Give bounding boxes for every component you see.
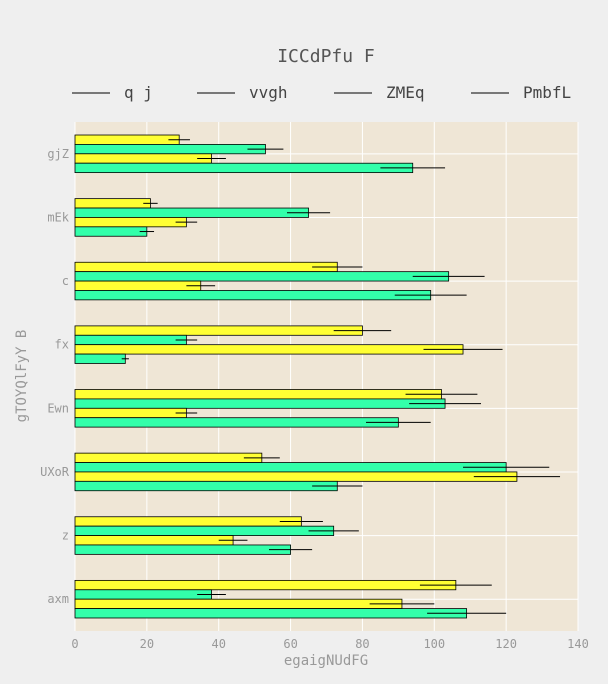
bar (74, 290, 432, 301)
x-axis-label: egaigNUdFG (284, 653, 368, 669)
legend-label: vvgh (249, 83, 288, 102)
legend-label: PmbfL (523, 83, 571, 102)
y-tick-label: z (62, 529, 69, 543)
y-tick-label: mEk (47, 210, 69, 224)
x-axis-ticks: 0 20 40 60 80 100 120 140 (71, 637, 588, 651)
chart-title: ICCdPfu F (277, 46, 375, 67)
bar (74, 261, 338, 273)
bar (74, 353, 126, 364)
y-tick-label: Ewn (47, 401, 69, 415)
bar (74, 280, 202, 291)
bar (74, 325, 363, 336)
legend: q j vvgh ZMEq PmbfL (72, 83, 571, 102)
bars (74, 134, 561, 619)
bar (74, 344, 464, 355)
y-axis-ticks: gjZ mEk c fx Ewn UXoR z axm (40, 147, 70, 606)
bar (74, 589, 212, 600)
legend-label: ZMEq (386, 83, 425, 102)
bar (74, 598, 403, 609)
bar (74, 217, 187, 228)
bar (74, 398, 446, 409)
x-tick-label: 100 (423, 637, 445, 651)
bar (74, 271, 450, 282)
bar (74, 226, 148, 237)
bar (74, 452, 263, 463)
x-tick-label: 140 (567, 637, 589, 651)
bar (74, 207, 309, 218)
x-tick-label: 0 (71, 637, 78, 651)
y-tick-label: fx (55, 338, 69, 352)
bar (74, 162, 414, 174)
bar (74, 579, 457, 591)
y-axis-label: gTOYQlFyY B (14, 330, 30, 423)
bar (74, 153, 212, 164)
y-tick-label: axm (47, 592, 69, 606)
bar (74, 389, 442, 400)
x-tick-label: 20 (140, 637, 154, 651)
bar (74, 544, 291, 555)
bar (74, 198, 151, 209)
bar (74, 417, 399, 428)
bar (74, 462, 507, 473)
bar (74, 516, 302, 527)
y-tick-label: UXoR (40, 465, 70, 479)
bar (74, 471, 518, 482)
x-tick-label: 120 (495, 637, 517, 651)
bar (74, 525, 335, 536)
y-tick-label: c (62, 274, 69, 288)
legend-label: q j (124, 83, 153, 102)
bar (74, 134, 180, 145)
x-tick-label: 40 (211, 637, 225, 651)
bar (74, 480, 338, 492)
bar (74, 608, 468, 619)
bar (74, 334, 187, 346)
bar (74, 535, 234, 546)
x-tick-label: 60 (283, 637, 297, 651)
y-tick-label: gjZ (47, 147, 69, 161)
bar (74, 407, 187, 419)
bar (74, 144, 266, 155)
x-tick-label: 80 (355, 637, 369, 651)
